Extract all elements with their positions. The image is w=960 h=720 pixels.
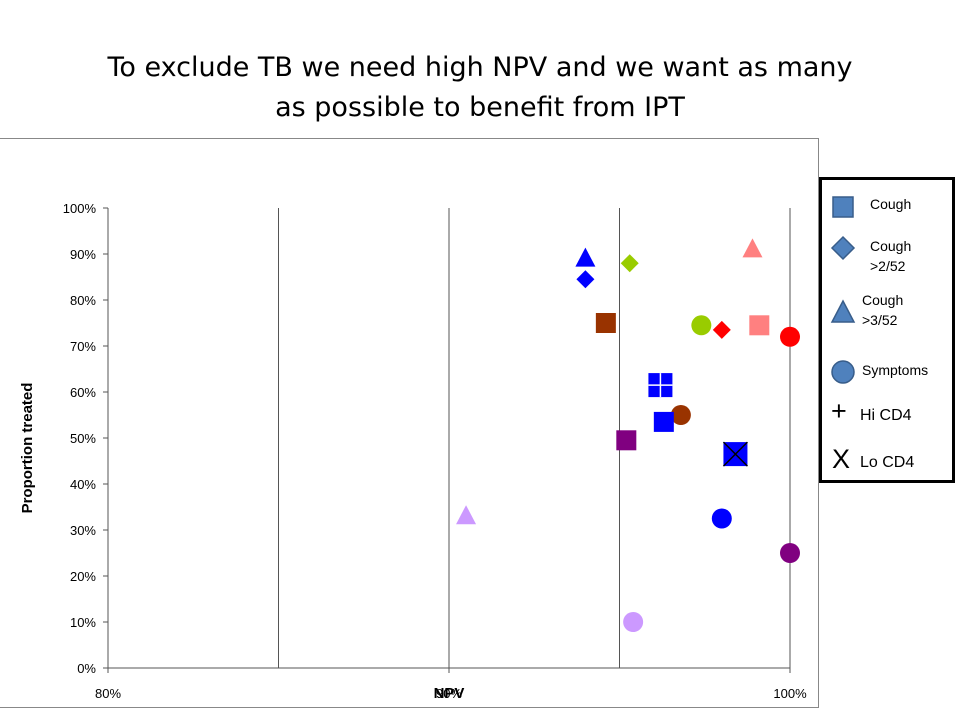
data-point-square [616, 430, 637, 451]
data-point-diamond [712, 320, 731, 339]
data-point-square [595, 313, 616, 333]
legend-hi-cd4-label: Hi CD4 [860, 407, 912, 424]
data-point-square-x [722, 441, 748, 467]
data-point-square [653, 411, 674, 432]
legend-triangle-icon [830, 299, 856, 323]
plus-marker-icon: + [831, 396, 847, 426]
legend-cough-3-line2: >3/52 [862, 312, 898, 328]
x-axis-title: NPV [434, 685, 465, 702]
legend-cough-2-line1: Cough [870, 238, 912, 254]
title-line-1: To exclude TB we need high NPV and we wa… [107, 52, 853, 83]
y-tick-label: 60% [70, 385, 96, 400]
data-point-triangle [575, 247, 596, 267]
data-point-square-plus [648, 373, 673, 398]
data-point-circle [691, 315, 712, 336]
legend-lo-cd4-label: Lo CD4 [860, 454, 915, 471]
legend: Cough Cough >2/52 Cough >3/52 Symptoms +… [819, 177, 955, 483]
legend-cough-2-line2: >2/52 [870, 258, 906, 274]
data-point-triangle [456, 505, 477, 525]
legend-cough-2-label: Cough >2/52 [870, 236, 911, 276]
data-point-square [749, 315, 770, 336]
y-tick-label: 90% [70, 247, 96, 262]
y-tick-label: 0% [77, 661, 96, 676]
data-point-circle [780, 326, 800, 347]
legend-cough-3-label: Cough >3/52 [862, 290, 903, 330]
data-point-triangle [742, 238, 763, 258]
y-tick-label: 20% [70, 569, 96, 584]
legend-diamond-icon [830, 235, 856, 261]
y-tick-label: 80% [70, 293, 96, 308]
y-tick-label: 70% [70, 339, 96, 354]
title-line-2: as possible to benefit from IPT [275, 92, 685, 123]
y-tick-label: 10% [70, 615, 96, 630]
x-tick-label: 80% [95, 686, 121, 701]
legend-symptoms-label: Symptoms [862, 362, 929, 378]
data-point-circle [670, 405, 691, 425]
plot-area-frame [0, 138, 819, 708]
data-point-circle [780, 543, 800, 563]
y-tick-label: 30% [70, 523, 96, 538]
y-axis-title: Proportion treated [19, 383, 36, 514]
x-marker-icon: X [832, 444, 851, 474]
data-point-circle [623, 612, 644, 632]
slide-title: To exclude TB we need high NPV and we wa… [40, 48, 920, 128]
x-tick-label: 90% [436, 686, 462, 701]
x-tick-label: 100% [773, 686, 807, 701]
data-point-circle [711, 508, 732, 529]
legend-cough-3-line1: Cough [862, 292, 904, 308]
legend-circle-icon [831, 360, 855, 384]
y-tick-label: 100% [63, 201, 97, 216]
legend-cough-label: Cough [870, 196, 912, 212]
data-point-diamond [620, 254, 639, 273]
data-point-diamond [576, 270, 595, 289]
legend-square-icon [832, 196, 854, 218]
y-tick-label: 40% [70, 477, 96, 492]
y-tick-label: 50% [70, 431, 96, 446]
